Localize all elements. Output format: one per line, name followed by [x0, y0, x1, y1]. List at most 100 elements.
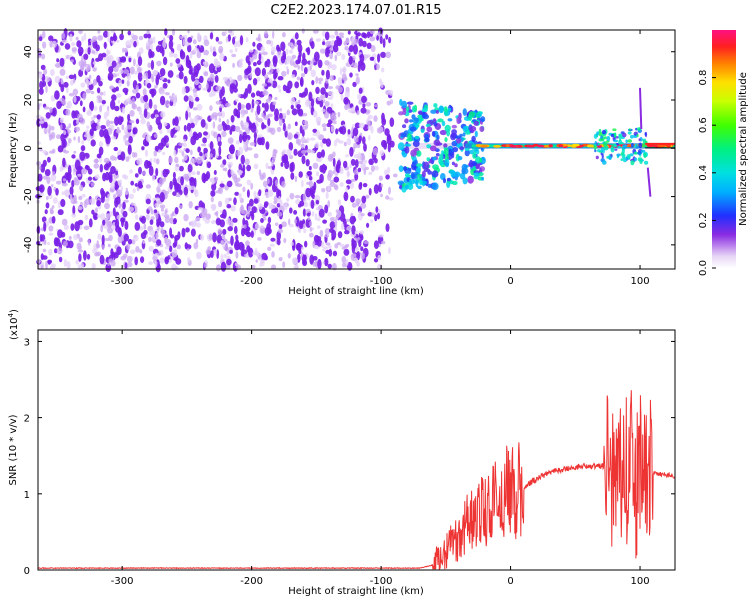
- noise-blob: [237, 74, 243, 81]
- noise-blob: [354, 159, 359, 168]
- noise-blob: [335, 209, 339, 213]
- noise-blob: [189, 157, 195, 166]
- noise-blob: [156, 60, 162, 67]
- noise-blob: [322, 219, 327, 224]
- noise-blob: [267, 246, 272, 251]
- noise-blob: [57, 209, 64, 216]
- noise-blob: [183, 154, 188, 161]
- noise-blob: [386, 100, 392, 106]
- noise-blob: [189, 185, 196, 190]
- noise-blob: [134, 256, 138, 266]
- noise-blob: [88, 218, 93, 228]
- noise-blob: [334, 243, 339, 249]
- noise-blob: [337, 38, 342, 44]
- signal-blob: [464, 149, 470, 157]
- noise-blob: [235, 239, 240, 250]
- noise-blob: [221, 121, 226, 127]
- noise-blob: [276, 51, 283, 59]
- noise-blob: [215, 61, 221, 68]
- noise-blob: [348, 109, 354, 113]
- noise-blob: [368, 188, 372, 196]
- noise-blob: [295, 59, 300, 65]
- noise-blob: [51, 148, 56, 154]
- noise-blob: [191, 118, 195, 123]
- noise-blob: [267, 178, 270, 185]
- noise-blob: [44, 209, 48, 215]
- noise-blob: [77, 249, 84, 253]
- noise-blob: [148, 165, 154, 176]
- noise-blob: [103, 90, 106, 97]
- noise-blob: [135, 214, 139, 220]
- colorbar-ticks: 0.00.20.40.60.8: [698, 70, 716, 276]
- noise-blob: [183, 138, 186, 143]
- noise-blob: [334, 219, 338, 227]
- y-tick-label: 3: [24, 337, 30, 348]
- noise-blob: [355, 76, 360, 85]
- noise-blob: [291, 108, 298, 116]
- noise-blob: [111, 136, 117, 140]
- noise-blob: [94, 174, 100, 180]
- noise-blob: [41, 53, 46, 60]
- noise-blob: [373, 184, 379, 194]
- noise-blob: [42, 41, 47, 49]
- noise-blob: [234, 225, 238, 235]
- noise-blob: [302, 208, 306, 217]
- noise-blob: [63, 81, 69, 88]
- noise-blob: [55, 180, 62, 185]
- noise-blob: [324, 60, 330, 66]
- signal-blob: [446, 177, 451, 182]
- noise-blob: [261, 83, 268, 87]
- noise-blob: [382, 38, 386, 48]
- noise-blob: [200, 211, 206, 218]
- noise-blob: [102, 172, 107, 182]
- noise-blob: [360, 252, 366, 260]
- signal-blob: [421, 170, 426, 178]
- noise-blob: [300, 149, 307, 154]
- noise-blob: [356, 144, 361, 148]
- signal-blob: [634, 157, 637, 162]
- noise-blob: [276, 211, 283, 217]
- noise-blob: [150, 113, 155, 119]
- noise-blob: [187, 163, 193, 173]
- noise-blob: [78, 51, 83, 57]
- signal-blob: [439, 153, 444, 161]
- noise-blob: [357, 93, 362, 101]
- signal-blob: [454, 163, 458, 168]
- noise-blob: [224, 197, 230, 205]
- noise-blob: [197, 146, 201, 153]
- noise-blob: [83, 225, 90, 231]
- noise-blob: [301, 28, 305, 34]
- noise-blob: [282, 149, 287, 154]
- signal-blob: [636, 133, 639, 138]
- noise-blob: [344, 230, 350, 235]
- noise-blob: [270, 237, 276, 242]
- noise-blob: [159, 45, 164, 54]
- noise-blob: [65, 108, 71, 116]
- noise-blob: [142, 240, 146, 244]
- noise-blob: [192, 107, 198, 111]
- noise-blob: [237, 102, 242, 111]
- noise-blob: [308, 176, 313, 181]
- signal-blob: [409, 119, 413, 123]
- noise-blob: [243, 121, 250, 129]
- signal-blob: [419, 179, 423, 186]
- x-tick-label: 0: [507, 276, 513, 287]
- noise-blob: [144, 149, 149, 157]
- noise-blob: [256, 60, 262, 66]
- signal-blob: [407, 183, 414, 191]
- noise-blob: [42, 248, 47, 253]
- noise-blob: [60, 198, 66, 208]
- noise-blob: [352, 81, 357, 88]
- noise-blob: [298, 50, 302, 58]
- noise-blob: [348, 55, 353, 65]
- noise-blob: [253, 62, 257, 67]
- noise-blob: [318, 80, 322, 85]
- signal-blob: [426, 126, 433, 133]
- noise-blob: [320, 94, 326, 100]
- noise-blob: [48, 35, 54, 42]
- noise-blob: [85, 78, 89, 86]
- noise-blob: [196, 222, 201, 228]
- noise-blob: [355, 247, 360, 251]
- noise-blob: [363, 168, 367, 176]
- noise-blob: [271, 251, 275, 258]
